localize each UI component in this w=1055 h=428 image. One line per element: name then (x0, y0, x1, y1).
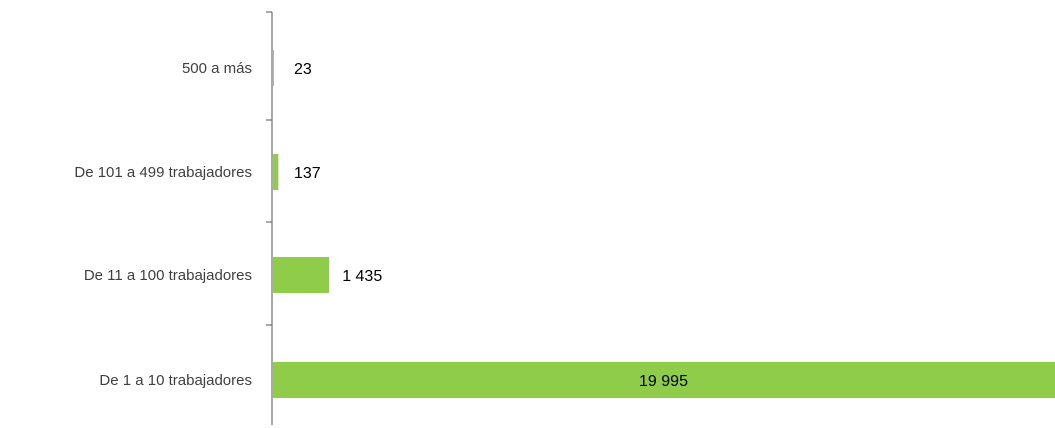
bar (273, 257, 330, 293)
category-label: De 101 a 499 trabajadores (74, 164, 252, 181)
bar (273, 154, 279, 190)
data-label: 19 995 (639, 373, 688, 390)
category-label: De 11 a 100 trabajadores (84, 267, 252, 284)
data-label: 23 (294, 61, 312, 78)
data-label: 1 435 (342, 268, 382, 285)
category-label: De 1 a 10 trabajadores (99, 372, 252, 389)
bar (273, 362, 1055, 398)
bar (273, 50, 274, 86)
data-label: 137 (294, 165, 321, 182)
category-label: 500 a más (182, 60, 252, 77)
